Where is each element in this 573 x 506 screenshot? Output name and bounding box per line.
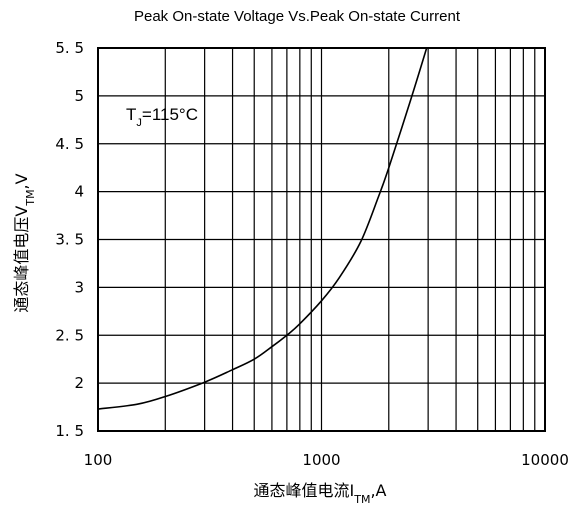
- y-tick-label: 1. 5: [55, 422, 84, 440]
- x-tick-labels: 100 1000 10000: [84, 451, 569, 469]
- y-tick-labels: 1. 5 2 2. 5 3 3. 5 4 4. 5 5 5. 5: [55, 39, 84, 440]
- x-tick-label: 10000: [521, 451, 569, 469]
- x-tick-label: 1000: [302, 451, 340, 469]
- y-tick-label: 3. 5: [55, 231, 84, 249]
- y-tick-label: 5. 5: [55, 39, 84, 57]
- series-curve: [98, 48, 428, 410]
- temperature-annotation: TJ=115°C: [126, 105, 198, 129]
- y-tick-label: 5: [74, 87, 84, 105]
- x-tick-label: 100: [84, 451, 113, 469]
- x-axis-label: 通态峰值电流ITM,A: [254, 481, 387, 506]
- y-tick-label: 2: [74, 374, 84, 392]
- y-tick-label: 3: [74, 278, 84, 296]
- y-tick-label: 2. 5: [55, 326, 84, 344]
- series-curve-group: [98, 48, 428, 410]
- y-axis-label: 通态峰值电压VTM,V: [12, 173, 37, 312]
- y-tick-label: 4: [74, 183, 84, 201]
- y-tick-label: 4. 5: [55, 135, 84, 153]
- grid: [98, 48, 545, 431]
- plot-frame: [97, 47, 546, 432]
- chart-title: Peak On-state Voltage Vs.Peak On-state C…: [134, 8, 461, 25]
